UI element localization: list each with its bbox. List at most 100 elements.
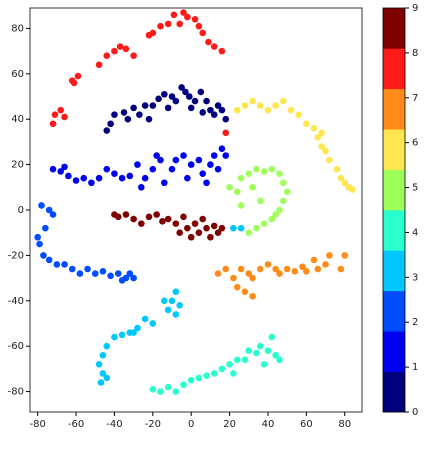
y-tick-label: 0: [18, 205, 24, 216]
point: [203, 179, 210, 187]
point: [99, 351, 107, 359]
point: [161, 90, 168, 98]
point: [310, 124, 318, 132]
point: [191, 97, 199, 105]
point: [61, 261, 68, 268]
point: [230, 274, 237, 282]
point: [53, 261, 61, 268]
point: [157, 388, 164, 395]
point: [122, 45, 130, 53]
point: [218, 106, 226, 114]
point: [130, 274, 137, 282]
point: [134, 324, 141, 332]
point: [136, 111, 143, 118]
point: [103, 52, 111, 59]
point: [230, 224, 237, 232]
point: [182, 88, 189, 96]
point: [226, 184, 233, 191]
point: [95, 361, 103, 368]
point: [36, 240, 43, 248]
point: [103, 374, 111, 382]
point: [326, 252, 333, 259]
point: [195, 229, 203, 236]
point: [180, 9, 187, 16]
point: [61, 113, 68, 121]
point: [310, 256, 318, 264]
point: [264, 106, 272, 114]
point: [203, 224, 210, 232]
point: [280, 179, 287, 187]
point: [74, 72, 82, 80]
point: [287, 106, 295, 114]
point: [130, 104, 137, 112]
point: [157, 156, 164, 164]
point: [164, 20, 172, 28]
point: [187, 233, 195, 241]
point: [122, 274, 130, 282]
point: [283, 265, 291, 273]
point: [303, 267, 310, 275]
colorbar-band: [383, 290, 405, 332]
point: [299, 263, 306, 271]
point: [76, 270, 84, 277]
point: [207, 233, 214, 241]
point: [322, 261, 329, 268]
point: [138, 184, 145, 191]
point: [341, 252, 349, 259]
point: [249, 184, 256, 191]
point: [180, 213, 187, 221]
point: [199, 215, 207, 223]
y-tick-label: 40: [11, 114, 24, 125]
colorbar-band: [383, 88, 405, 130]
point: [253, 349, 260, 357]
colorbar-tick-label: 1: [412, 362, 418, 373]
point: [195, 156, 203, 164]
point: [268, 165, 276, 173]
point: [233, 188, 241, 196]
colorbar-band: [383, 129, 405, 170]
point: [210, 111, 218, 118]
point: [80, 174, 88, 182]
point: [314, 134, 322, 141]
point: [210, 152, 218, 159]
point: [349, 186, 356, 193]
point: [176, 229, 183, 236]
point: [70, 79, 78, 87]
point: [280, 197, 287, 205]
point: [164, 104, 172, 112]
point: [199, 109, 207, 116]
point: [210, 370, 218, 377]
colorbar-tick-label: 8: [412, 48, 418, 59]
point: [114, 270, 122, 277]
point: [197, 88, 205, 96]
point: [241, 356, 249, 364]
point: [341, 179, 349, 187]
point: [256, 265, 264, 273]
point: [272, 211, 279, 218]
point: [264, 347, 272, 355]
point: [214, 102, 222, 109]
point: [155, 95, 162, 103]
point: [187, 376, 195, 384]
point: [264, 261, 272, 268]
point: [260, 220, 268, 227]
point: [207, 106, 214, 114]
x-tick-label: 0: [188, 419, 194, 430]
point: [159, 218, 166, 225]
point: [314, 265, 322, 273]
point: [207, 161, 214, 168]
point: [210, 222, 218, 230]
y-tick-label: -20: [8, 250, 24, 261]
point: [245, 347, 253, 355]
point: [172, 311, 180, 318]
point: [61, 163, 68, 171]
colorbar-frame: [382, 7, 406, 413]
point: [222, 129, 230, 137]
point: [184, 174, 191, 182]
point: [195, 22, 203, 30]
colorbar-tick-label: 7: [412, 93, 418, 104]
point: [326, 156, 333, 164]
x-tick-label: -20: [145, 419, 161, 430]
point: [185, 93, 193, 100]
